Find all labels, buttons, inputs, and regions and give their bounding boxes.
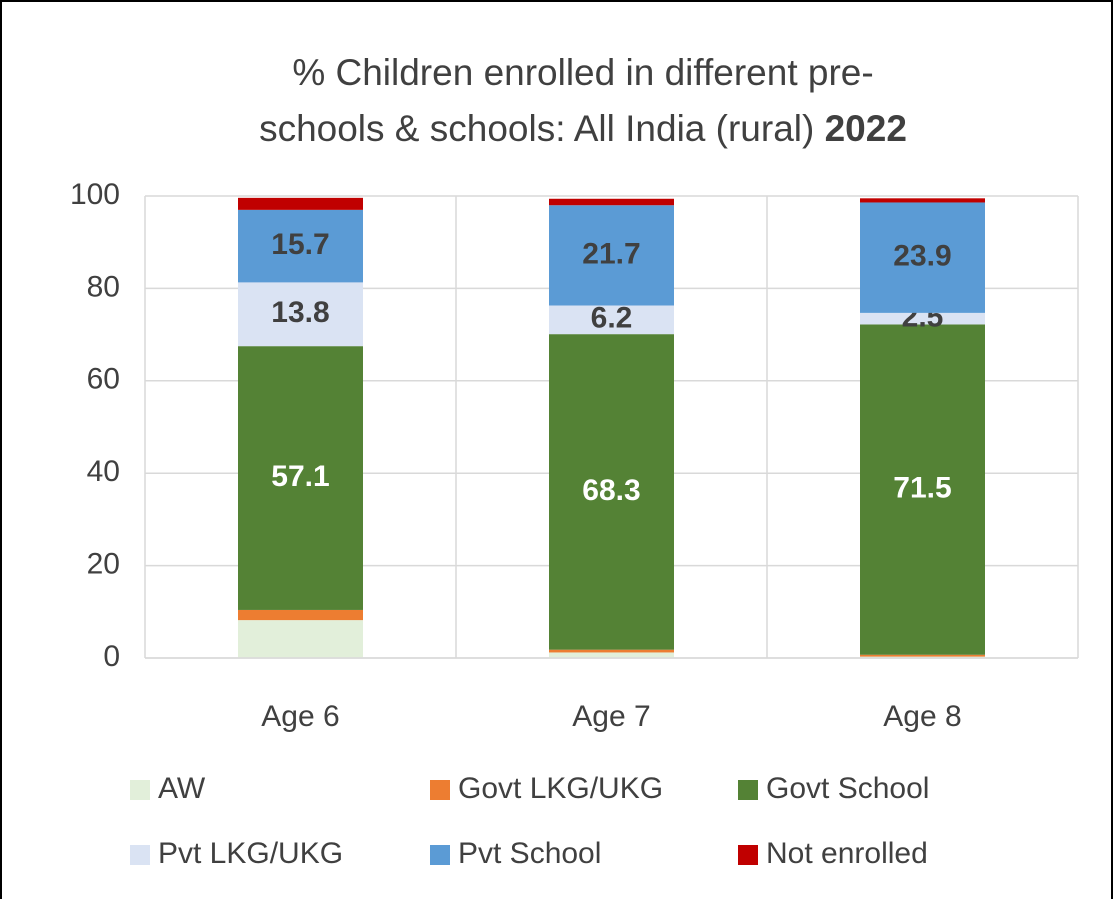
bar-segment: [238, 209, 363, 283]
x-tick-label: Age 8: [883, 700, 961, 733]
data-label: 15.7: [271, 228, 329, 261]
bar-segment: [860, 202, 985, 313]
chart-title: schools & schools: All India (rural) 202…: [259, 108, 907, 149]
legend-label: Not enrolled: [766, 837, 928, 870]
data-label: 6.2: [591, 302, 633, 335]
bar-segment: [238, 282, 363, 347]
bar-segment: [549, 305, 674, 335]
legend-label: AW: [158, 772, 206, 805]
bar-segment: [860, 312, 985, 325]
data-label: 21.7: [582, 237, 640, 270]
legend-swatch: [430, 845, 450, 865]
data-label: 71.5: [893, 472, 951, 505]
bar-segment: [549, 649, 674, 653]
y-tick-label: 80: [87, 270, 120, 303]
legend-label: Pvt School: [458, 837, 601, 870]
bar-segment: [549, 334, 674, 650]
legend-swatch: [430, 780, 450, 800]
legend-swatch: [130, 845, 150, 865]
bar-segment: [549, 652, 674, 658]
chart-title-year: 2022: [825, 108, 907, 149]
bar-segment: [549, 205, 674, 306]
legend-swatch: [738, 845, 758, 865]
x-tick-label: Age 6: [261, 700, 339, 733]
data-label: 57.1: [271, 460, 329, 493]
y-tick-label: 20: [87, 548, 120, 581]
data-label: 68.3: [582, 474, 640, 507]
chart-title: % Children enrolled in different pre-: [292, 52, 873, 93]
legend-swatch: [738, 780, 758, 800]
legend-label: Govt LKG/UKG: [458, 772, 663, 805]
y-tick-label: 40: [87, 455, 120, 488]
legend-swatch: [130, 780, 150, 800]
bar-segment: [238, 346, 363, 610]
bar-segment: [238, 609, 363, 621]
bar-segment: [860, 324, 985, 655]
legend-label: Govt School: [766, 772, 929, 805]
x-tick-label: Age 7: [572, 700, 650, 733]
y-tick-label: 100: [70, 178, 120, 211]
bar-segment: [238, 197, 363, 210]
data-label: 13.8: [271, 296, 329, 329]
chart-title-line: schools & schools: All India (rural): [259, 108, 814, 149]
y-tick-label: 0: [103, 640, 120, 673]
bar-segment: [238, 620, 363, 658]
y-tick-label: 60: [87, 363, 120, 396]
bar-segment: [549, 198, 674, 206]
legend-label: Pvt LKG/UKG: [158, 837, 343, 870]
bar-segment: [860, 654, 985, 657]
bar-segment: [860, 198, 985, 203]
data-label: 23.9: [893, 240, 951, 273]
